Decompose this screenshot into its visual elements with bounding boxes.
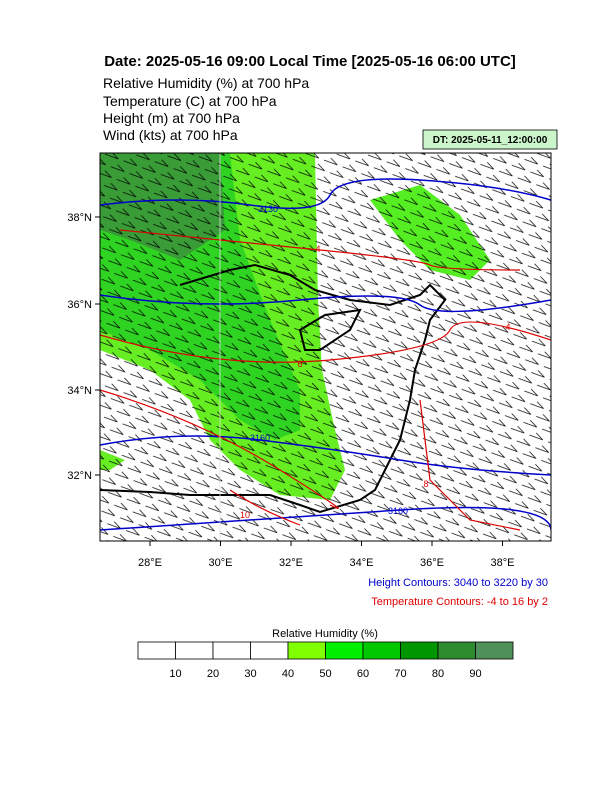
colorbar-tick-label: 10: [169, 668, 181, 680]
temp-label: 6: [297, 359, 302, 369]
temp-label: 8: [423, 479, 428, 489]
contour-labels: 3130 3160 3160 4 4 6 8 10: [240, 204, 511, 520]
lat-label: 38°N: [67, 212, 92, 224]
colorbar-tick-label: 70: [394, 668, 406, 680]
lat-label: 36°N: [67, 299, 92, 311]
field-line: Temperature (C) at 700 hPa: [103, 93, 277, 109]
height-contour: [100, 506, 551, 531]
colorbar-box: [212, 641, 251, 660]
colorbar-tick-label: 40: [282, 668, 294, 680]
island: [298, 308, 362, 351]
colorbar-tick-label: 50: [319, 668, 331, 680]
temperature-contour: [119, 229, 521, 271]
temp-label: 4: [505, 322, 510, 332]
title: Date: 2025-05-16 09:00 Local Time [2025-…: [104, 53, 516, 70]
height-label: 3160: [250, 433, 270, 443]
temperature-contour: [229, 489, 301, 526]
coastline: [100, 263, 447, 514]
height-legend: Height Contours: 3040 to 3220 by 30: [368, 577, 548, 589]
temperature-contour: [100, 321, 551, 363]
lon-label: 32°E: [279, 557, 303, 569]
height-contour: [100, 294, 551, 313]
field-line: Height (m) at 700 hPa: [103, 110, 240, 126]
temperature-contour: [100, 389, 339, 509]
colorbar-box: [250, 641, 289, 660]
colorbar-box: [362, 641, 401, 660]
colorbar-tick-label: 30: [244, 668, 256, 680]
colorbar-tick-label: 90: [469, 668, 481, 680]
height-contour: [100, 178, 551, 210]
map-frame: [99, 152, 552, 542]
colorbar-box: [475, 641, 514, 660]
map: [100, 153, 551, 541]
height-label: 3160: [388, 506, 408, 516]
lon-label: 36°E: [420, 557, 444, 569]
lat-label: 32°N: [67, 470, 92, 482]
height-label: 3130: [258, 204, 278, 214]
colorbar-box: [287, 641, 326, 660]
colorbar-box: [325, 641, 364, 660]
colorbar-title: Relative Humidity (%): [272, 628, 378, 640]
lon-label: 38°E: [491, 557, 515, 569]
dt-label: DT: 2025-05-11_12:00:00: [433, 135, 548, 146]
colorbar-box: [437, 641, 476, 660]
temperature-legend: Temperature Contours: -4 to 16 by 2: [371, 596, 548, 608]
colorbar-box: [175, 641, 214, 660]
field-line: Relative Humidity (%) at 700 hPa: [103, 75, 309, 91]
colorbar-box: [400, 641, 439, 660]
lat-label: 34°N: [67, 385, 92, 397]
colorbar-tick-label: 80: [432, 668, 444, 680]
dt-box: [422, 129, 558, 150]
lon-label: 30°E: [209, 557, 233, 569]
field-line: Wind (kts) at 700 hPa: [103, 127, 238, 143]
temp-label: 4: [315, 244, 320, 254]
temperature-contour: [419, 399, 521, 531]
height-contour: [100, 435, 551, 476]
colorbar-tick-label: 60: [357, 668, 369, 680]
colorbar-tick-label: 20: [207, 668, 219, 680]
colorbar-box: [137, 641, 176, 660]
lon-label: 28°E: [138, 557, 162, 569]
temp-label: 10: [240, 510, 250, 520]
lon-label: 34°E: [350, 557, 374, 569]
